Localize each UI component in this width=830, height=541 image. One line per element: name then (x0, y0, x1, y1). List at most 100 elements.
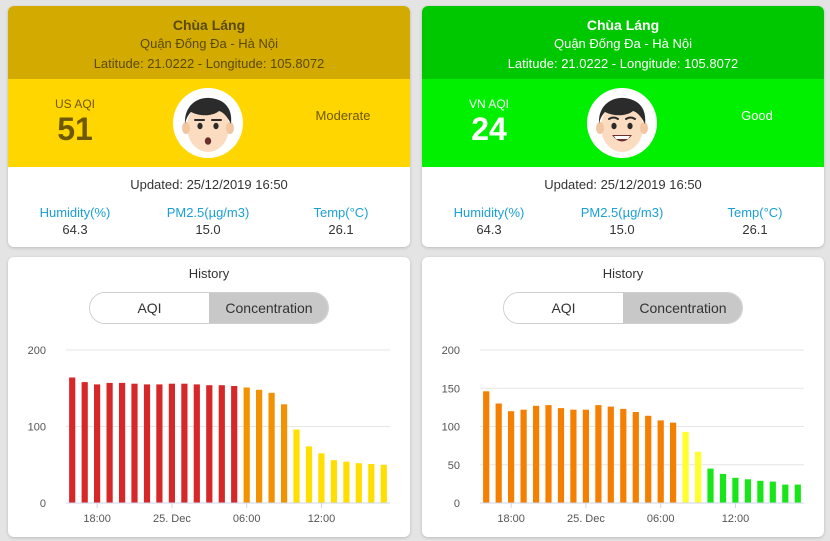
history-bar (94, 384, 101, 503)
history-bar (243, 387, 250, 503)
history-bar (757, 480, 764, 503)
temperature-value: 26.1 (742, 222, 768, 237)
humidity-value: 64.3 (62, 222, 88, 237)
station-info-card: Chùa Láng Quận Đống Đa - Hà Nội Latitude… (422, 6, 824, 247)
history-bar (670, 422, 677, 503)
history-bar (231, 386, 238, 503)
history-bar (483, 391, 490, 503)
history-bar (368, 464, 375, 503)
history-bar (632, 412, 639, 503)
pm25-stat: PM2.5(µg/m3) 15.0 (158, 205, 258, 237)
y-tick-label: 200 (28, 345, 46, 357)
humidity-label: Humidity(%) (453, 205, 525, 220)
station-district: Quận Đống Đa - Hà Nội (139, 36, 278, 51)
history-bar (557, 408, 565, 503)
history-mode-toggle: AQI Concentration (503, 292, 743, 324)
station-info-card: Chùa Láng Quận Đống Đa - Hà Nội Latitude… (8, 6, 410, 247)
aqi-value: 51 (57, 111, 93, 147)
history-bar (81, 382, 88, 503)
history-bar (281, 404, 288, 503)
y-tick-label: 200 (442, 345, 460, 357)
history-bar (318, 453, 325, 503)
history-bar (682, 431, 689, 503)
temperature-label: Temp(°C) (313, 205, 369, 220)
history-bar (168, 383, 175, 503)
tab-aqi[interactable]: AQI (90, 293, 209, 323)
history-bar (106, 382, 113, 503)
history-bar (645, 415, 652, 503)
history-bar (119, 382, 126, 503)
history-bar (607, 406, 614, 503)
temperature-label: Temp(°C) (727, 205, 783, 220)
history-bar (782, 484, 789, 503)
tab-concentration[interactable]: Concentration (623, 293, 742, 323)
history-bar (256, 389, 263, 503)
history-bar (330, 460, 337, 503)
y-tick-label: 0 (454, 498, 460, 510)
x-tick-label: 18:00 (497, 513, 525, 525)
history-title: History (602, 266, 644, 281)
history-bar (343, 461, 350, 503)
history-bar (707, 468, 714, 503)
humidity-stat: Humidity(%) 64.3 (25, 205, 125, 237)
history-bar (69, 377, 76, 503)
tab-aqi[interactable]: AQI (504, 293, 623, 323)
pm25-value: 15.0 (609, 222, 635, 237)
x-tick-label: 06:00 (233, 513, 261, 525)
history-bar (143, 384, 151, 503)
history-bar (769, 481, 776, 503)
happy-face-icon (587, 88, 657, 158)
history-bar (156, 384, 163, 503)
x-tick-label: 18:00 (83, 513, 111, 525)
humidity-value: 64.3 (476, 222, 502, 237)
history-bar (657, 420, 664, 503)
station-name: Chùa Láng (172, 17, 246, 33)
history-bar (719, 473, 727, 503)
x-tick-label: 06:00 (647, 513, 675, 525)
history-bar (206, 385, 213, 503)
y-tick-label: 100 (442, 422, 460, 434)
history-bar (520, 409, 527, 503)
aqi-status: Moderate (315, 108, 371, 123)
x-tick-label: 25. Dec (153, 513, 191, 525)
history-mode-toggle: AQI Concentration (89, 292, 329, 324)
history-bar (595, 405, 602, 503)
x-tick-label: 12:00 (308, 513, 336, 525)
history-card: History AQI Concentration 0 50 100 150 200 18… (422, 257, 824, 537)
history-bar (305, 446, 313, 503)
history-bar (744, 479, 751, 503)
history-bar (695, 451, 702, 503)
history-bar (508, 411, 515, 503)
neutral-face-icon (173, 88, 243, 158)
station-name: Chùa Láng (586, 17, 660, 33)
history-bar (181, 383, 188, 503)
station-district: Quận Đống Đa - Hà Nội (553, 36, 692, 51)
updated-timestamp: Updated: 25/12/2019 16:50 (130, 177, 288, 192)
history-bar-chart: 0 100 200 18:00 25. Dec 06:00 12:00 (28, 345, 390, 525)
card-header: Chùa Láng Quận Đống Đa - Hà Nội Latitude… (8, 6, 410, 79)
history-bar (495, 403, 502, 503)
history-bar (193, 384, 200, 503)
pm25-label: PM2.5(µg/m3) (166, 205, 250, 220)
temperature-value: 26.1 (328, 222, 354, 237)
history-bar (218, 385, 225, 503)
y-tick-label: 150 (442, 383, 460, 395)
station-coordinates: Latitude: 21.0222 - Longitude: 105.8072 (507, 56, 739, 71)
history-bar (131, 383, 138, 503)
y-tick-label: 50 (448, 460, 460, 472)
history-bar (268, 392, 275, 503)
pm25-stat: PM2.5(µg/m3) 15.0 (572, 205, 672, 237)
humidity-label: Humidity(%) (39, 205, 111, 220)
aqi-value: 24 (471, 111, 507, 147)
history-bar (620, 408, 627, 503)
history-card: History AQI Concentration 0 100 200 18:00 25… (8, 257, 410, 537)
station-coordinates: Latitude: 21.0222 - Longitude: 105.8072 (93, 56, 325, 71)
x-tick-label: 12:00 (722, 513, 750, 525)
history-bar (533, 405, 540, 503)
temperature-stat: Temp(°C) 26.1 (291, 205, 391, 237)
history-bar (545, 405, 552, 503)
y-tick-label: 0 (40, 498, 46, 510)
tab-concentration[interactable]: Concentration (209, 293, 328, 323)
history-bar-chart: 0 50 100 150 200 18:00 25. Dec 06:00 12:00 (442, 345, 804, 525)
pm25-label: PM2.5(µg/m3) (580, 205, 664, 220)
